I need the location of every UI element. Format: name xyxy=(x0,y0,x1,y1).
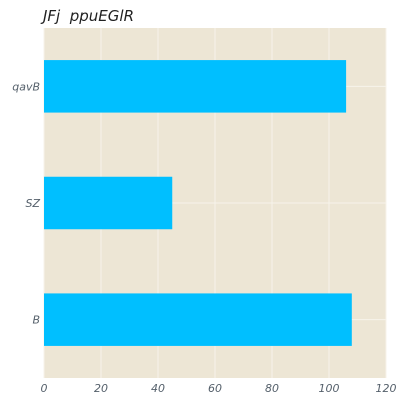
x-tick-label-4: 80 xyxy=(265,382,279,395)
bar-SZ xyxy=(44,176,173,230)
x-tick-label-6: 120 xyxy=(376,382,397,395)
y-tick-label-0: qavB xyxy=(12,80,40,93)
bars xyxy=(44,60,352,346)
x-tick-label-1: 20 xyxy=(94,382,108,395)
y-tick-label-1: SZ xyxy=(25,197,40,210)
x-tick-label-3: 60 xyxy=(208,382,222,395)
y-axis-ticks: qavB SZ B xyxy=(12,80,40,326)
bar-B xyxy=(44,293,352,346)
x-axis-ticks: 0 20 40 60 80 100 120 xyxy=(41,382,397,395)
x-tick-label-2: 40 xyxy=(151,382,165,395)
x-tick-label-0: 0 xyxy=(41,382,48,395)
chart-title: JFj ppuEGlR xyxy=(43,7,134,25)
bar-qavB xyxy=(44,60,347,113)
x-tick-label-5: 100 xyxy=(319,382,340,395)
y-tick-label-2: B xyxy=(32,314,40,327)
